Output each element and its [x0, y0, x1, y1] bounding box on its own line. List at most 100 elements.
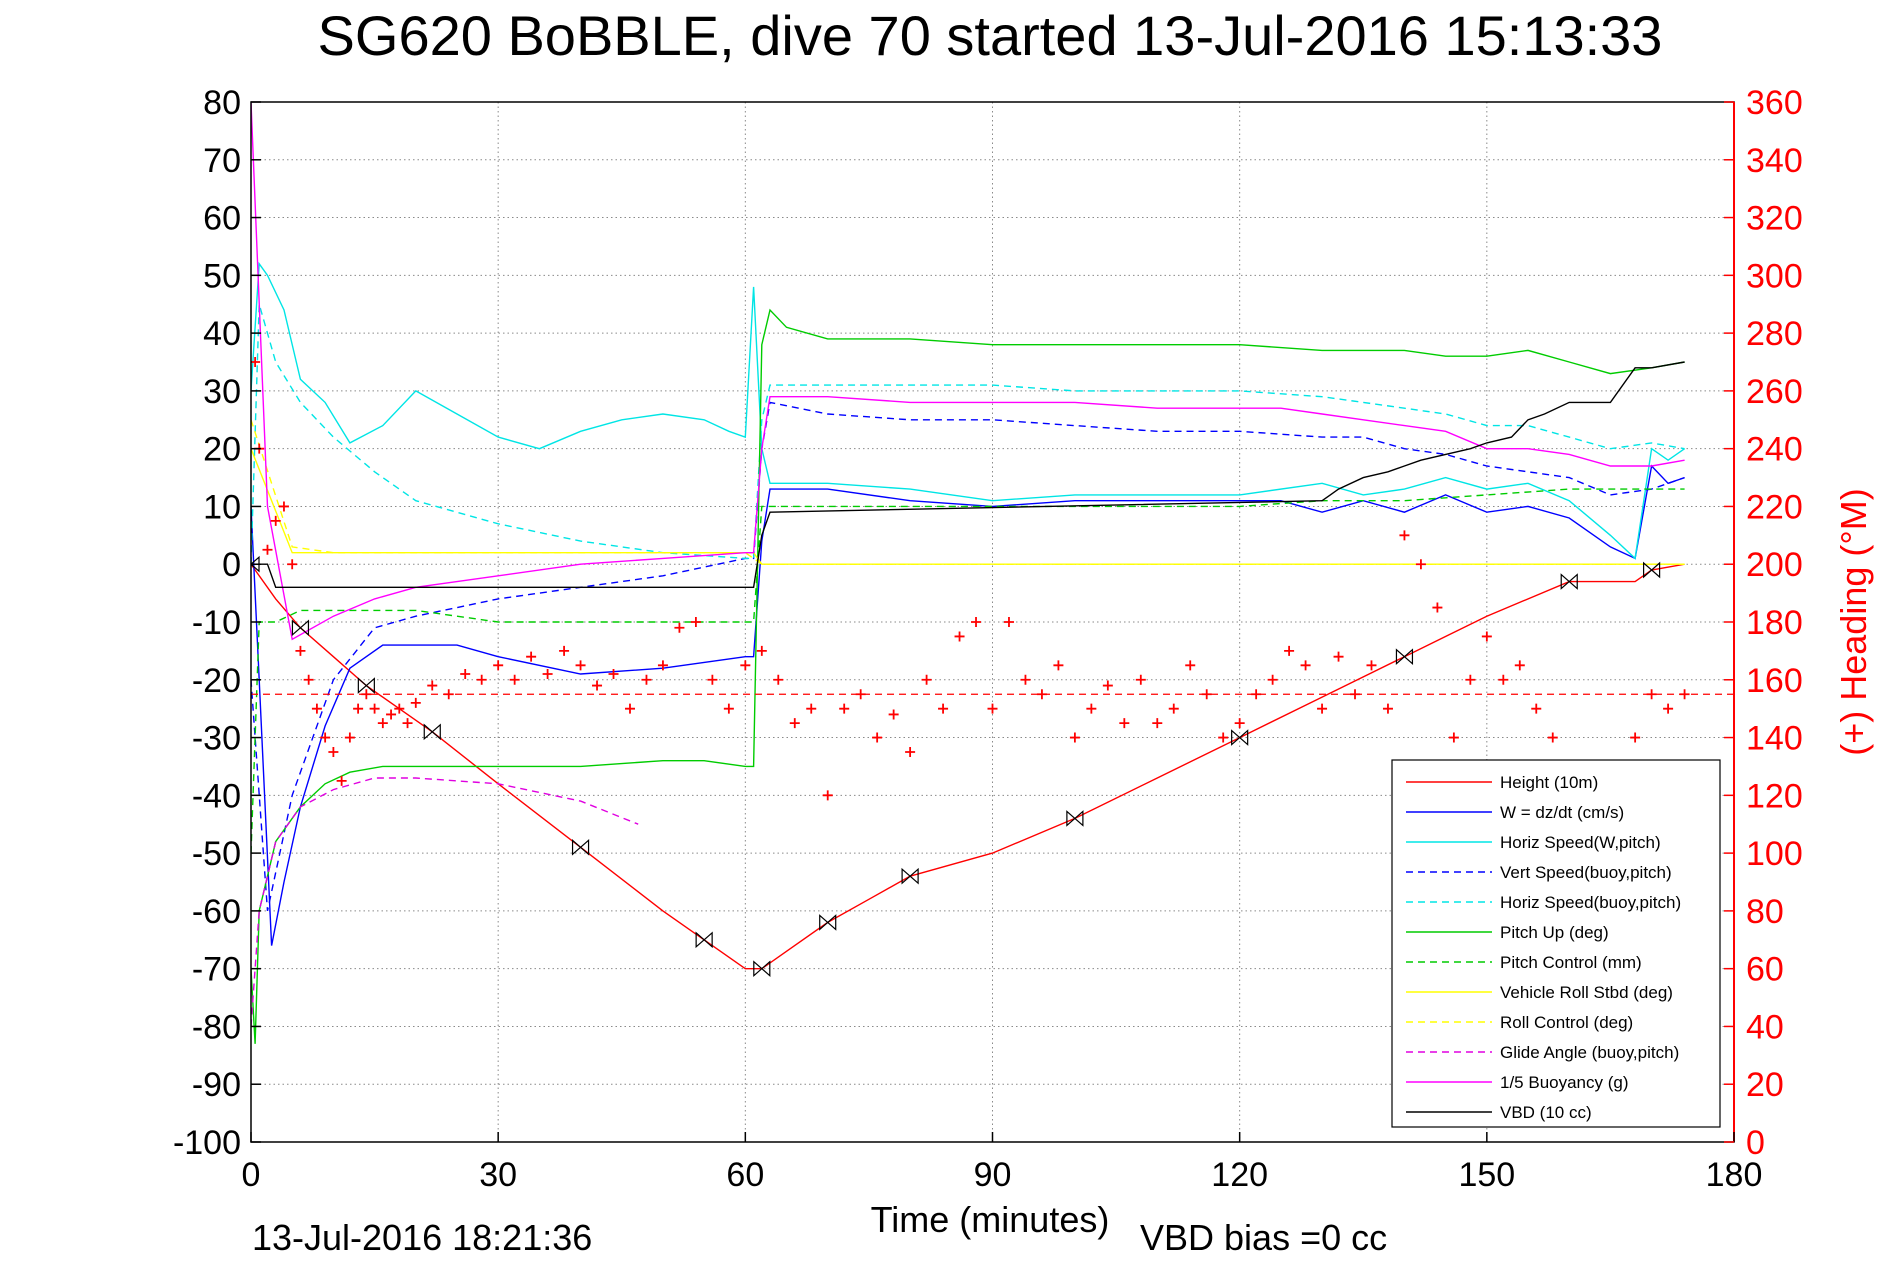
y2-tick-label: 340	[1746, 142, 1803, 180]
heading-point	[872, 732, 883, 743]
legend-entry: VBD (10 cc)	[1500, 1103, 1592, 1122]
legend-entry: Glide Angle (buoy,pitch)	[1500, 1043, 1679, 1062]
y2-tick-label: 240	[1746, 431, 1803, 469]
heading-point	[427, 680, 438, 691]
heading-point	[624, 703, 635, 714]
heading-point	[386, 709, 397, 720]
heading-point	[1152, 718, 1163, 729]
height-marker	[901, 867, 919, 885]
heading-point	[328, 747, 339, 757]
y-tick-label: 40	[203, 315, 241, 353]
heading-point	[608, 669, 619, 679]
legend-entry: 1/5 Buoyancy (g)	[1500, 1073, 1629, 1092]
heading-point	[1135, 674, 1146, 685]
heading-point	[287, 559, 298, 570]
heading-point	[1317, 703, 1328, 714]
series-line-4	[251, 304, 1685, 565]
heading-layer	[251, 357, 1734, 801]
heading-point	[1382, 703, 1393, 714]
heading-point	[1663, 703, 1674, 714]
chart-title: SG620 BoBBLE, dive 70 started 13-Jul-201…	[318, 4, 1663, 67]
heading-point	[526, 651, 537, 662]
y-tick-label: -80	[192, 1008, 241, 1046]
heading-point	[1284, 645, 1295, 656]
heading-point	[674, 622, 685, 633]
heading-point	[402, 718, 413, 729]
heading-point	[476, 674, 487, 685]
heading-point	[262, 544, 273, 555]
y2-tick-label: 260	[1746, 373, 1803, 411]
footer-timestamp: 13-Jul-2016 18:21:36	[252, 1217, 592, 1258]
y2-tick-label: 300	[1746, 257, 1803, 295]
y-tick-label: -90	[192, 1066, 241, 1104]
series-line-1	[251, 464, 1685, 946]
height-marker	[695, 931, 713, 949]
heading-point	[888, 709, 899, 720]
y-tick-label: 50	[203, 257, 241, 295]
height-marker	[1395, 648, 1414, 665]
heading-point	[1366, 660, 1377, 671]
heading-point	[1415, 559, 1426, 570]
heading-point	[278, 501, 289, 512]
y-tick-label: -100	[173, 1124, 241, 1162]
x-tick-label: 120	[1211, 1156, 1268, 1194]
height-marker	[1231, 729, 1249, 746]
heading-point	[270, 515, 281, 526]
series-line-3	[251, 401, 1685, 912]
heading-point	[740, 660, 751, 671]
heading-point	[1168, 703, 1179, 714]
height-marker	[1066, 810, 1084, 827]
height-marker	[251, 555, 260, 573]
heading-point	[1333, 651, 1344, 662]
heading-point	[690, 617, 701, 627]
y-tick-labels: 80 70 60 50 40 30 20 10 0 -10 -20 -30 -40 -50 -60 -70 -8…	[173, 84, 261, 1162]
legend-entry: Horiz Speed(W,pitch)	[1500, 833, 1661, 852]
heading-point	[1086, 703, 1097, 714]
heading-point	[1498, 674, 1509, 685]
height-marker	[819, 914, 837, 931]
y2-tick-label: 180	[1746, 604, 1803, 642]
y-tick-label: -40	[192, 777, 241, 815]
x-tick-label: 0	[242, 1156, 261, 1194]
heading-point	[641, 674, 652, 685]
heading-point	[369, 703, 380, 714]
height-marker	[1643, 561, 1661, 579]
y2-tick-label: 320	[1746, 200, 1803, 238]
heading-point	[1465, 674, 1476, 685]
y2-tick-label: 80	[1746, 893, 1784, 931]
footer-vbd-bias: VBD bias =0 cc	[1140, 1217, 1387, 1258]
y-tick-label: -60	[192, 893, 241, 931]
heading-point	[353, 703, 364, 714]
heading-point	[410, 697, 421, 708]
y2-tick-label: 140	[1746, 720, 1803, 758]
y-tick-label: -10	[192, 604, 241, 642]
heading-point	[971, 617, 982, 627]
heading-point	[344, 732, 355, 743]
y-tick-label: -20	[192, 662, 241, 700]
heading-point	[251, 357, 261, 367]
heading-point	[1448, 732, 1459, 743]
legend-entry: Horiz Speed(buoy,pitch)	[1500, 893, 1681, 912]
heading-point	[311, 703, 322, 714]
heading-point	[1514, 660, 1525, 671]
heading-point	[1300, 660, 1311, 671]
heading-point	[1053, 660, 1064, 671]
heading-point	[1119, 718, 1130, 729]
heading-point	[954, 631, 965, 642]
legend-entry: Roll Control (deg)	[1500, 1013, 1633, 1032]
y-tick-label: -50	[192, 835, 241, 873]
legend-entry: Vehicle Roll Stbd (deg)	[1500, 983, 1673, 1002]
heading-point	[822, 790, 833, 801]
legend-entry: Height (10m)	[1500, 773, 1598, 792]
x-axis-label: Time (minutes)	[871, 1199, 1110, 1240]
heading-point	[723, 703, 734, 714]
heading-point	[657, 660, 668, 671]
y2-tick-labels: 3603403203002802602402202001801601401201…	[1724, 84, 1803, 1162]
series-line-9	[251, 777, 639, 1027]
heading-point	[303, 674, 314, 685]
legend: Height (10m) W = dz/dt (cm/s) Horiz Speed(…	[1391, 759, 1721, 1128]
x-tick-label: 180	[1706, 1156, 1763, 1194]
heading-point	[1481, 631, 1492, 642]
x-tick-label: 150	[1458, 1156, 1515, 1194]
heading-point	[1102, 680, 1113, 691]
